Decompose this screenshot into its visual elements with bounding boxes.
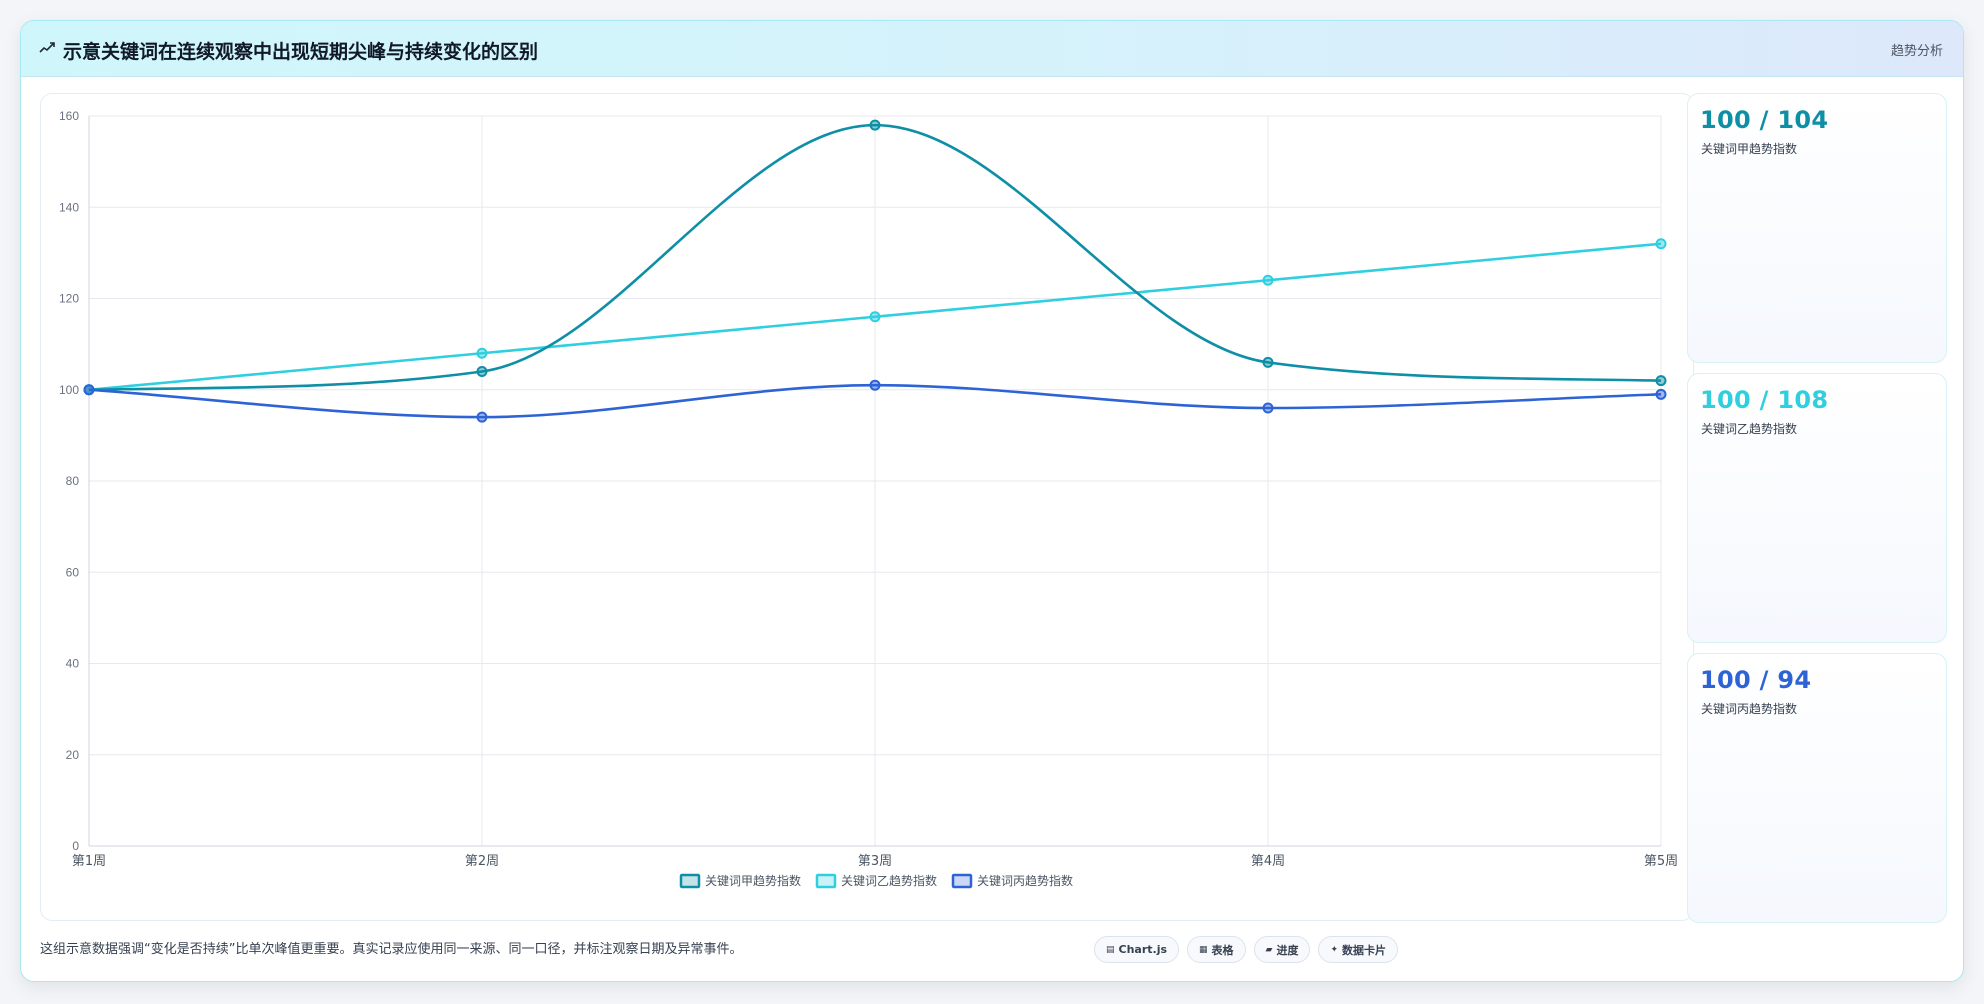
data-point [476, 366, 488, 377]
y-tick-label: 140 [59, 200, 79, 214]
stat-label: 关键词乙趋势指数 [1701, 422, 1798, 436]
y-tick-label: 80 [66, 474, 80, 488]
y-tick-label: 0 [72, 839, 79, 853]
data-point [1655, 238, 1667, 250]
x-tick-label: 第4周 [1251, 854, 1285, 869]
data-point [869, 119, 881, 131]
data-point [476, 411, 488, 423]
chart-icon: ▤ [1106, 944, 1115, 955]
chip-label: Chart.js [1118, 943, 1168, 956]
data-card-icon: ✦ [1330, 944, 1339, 955]
series-line [88, 123, 1662, 392]
chip-label: 进度 [1276, 943, 1299, 957]
page-title: 示意关键词在连续观察中出现短期尖峰与持续变化的区别 [63, 41, 539, 63]
legend-label: 关键词乙趋势指数 [841, 873, 937, 888]
data-point [1655, 375, 1667, 387]
category-tag: 趋势分析 [1890, 44, 1943, 59]
feature-chips: ▤ Chart.js ▦ 表格 ▰ 进度 ✦ 数据卡片 [1094, 936, 1399, 963]
legend-label: 关键词丙趋势指数 [977, 873, 1073, 888]
data-point [869, 311, 881, 323]
data-point [1262, 402, 1274, 414]
table-icon: ▦ [1199, 944, 1208, 955]
progress-icon: ▰ [1265, 944, 1273, 955]
y-tick-label: 120 [59, 292, 79, 306]
stat-value: 100 / 108 [1700, 386, 1829, 414]
data-point [476, 347, 488, 359]
y-tick-label: 40 [66, 657, 80, 671]
legend-swatch [815, 873, 837, 889]
series-line [88, 242, 1662, 392]
x-tick-label: 第1周 [72, 854, 106, 869]
chip-table[interactable]: ▦ 表格 [1187, 936, 1246, 963]
line-chart: 0 20 40 60 80 100 120 140 160 第1周 第2周 第3周 第4周 第5周关键词甲… [59, 109, 1678, 889]
x-tick-label: 第3周 [858, 854, 892, 869]
x-tick-label: 第5周 [1644, 854, 1678, 869]
trend-line-icon [39, 42, 55, 53]
y-tick-label: 60 [66, 565, 80, 579]
legend-swatch [951, 873, 973, 889]
trend-card: 示意关键词在连续观察中出现短期尖峰与持续变化的区别 趋势分析 0 20 40 60 80… [20, 20, 1964, 982]
stat-value: 100 / 94 [1700, 666, 1812, 694]
y-tick-label: 160 [59, 109, 79, 123]
stat-card-a: 100 / 104 关键词甲趋势指数 [1687, 93, 1947, 363]
y-tick-label: 20 [66, 748, 80, 762]
chip-label: 表格 [1211, 943, 1234, 957]
chip-data-card[interactable]: ✦ 数据卡片 [1318, 936, 1399, 963]
stat-card-b: 100 / 108 关键词乙趋势指数 [1687, 373, 1947, 643]
legend-swatch [679, 873, 701, 889]
footnote: 这组示意数据强调“变化是否持续”比单次峰值更重要。真实记录应使用同一来源、同一口… [40, 942, 743, 957]
chart-panel: 0 20 40 60 80 100 120 140 160 第1周 第2周 第3周 第4周 第5周关键词甲… [40, 93, 1694, 921]
data-point [1262, 274, 1274, 286]
stat-value: 100 / 104 [1700, 106, 1829, 134]
series-line [88, 383, 1662, 419]
stat-card-c: 100 / 94 关键词丙趋势指数 [1687, 653, 1947, 923]
data-point [869, 379, 881, 391]
stat-label: 关键词甲趋势指数 [1701, 142, 1798, 156]
x-tick-label: 第2周 [465, 854, 499, 869]
chip-label: 数据卡片 [1342, 943, 1387, 957]
card-header: 示意关键词在连续观察中出现短期尖峰与持续变化的区别 趋势分析 [21, 21, 1963, 77]
data-point [1262, 356, 1274, 368]
legend-label: 关键词甲趋势指数 [705, 873, 801, 888]
chip-progress[interactable]: ▰ 进度 [1253, 936, 1311, 963]
chip-chartjs[interactable]: ▤ Chart.js [1094, 936, 1180, 963]
data-point [1655, 388, 1667, 400]
data-point [83, 384, 95, 396]
stat-label: 关键词丙趋势指数 [1701, 702, 1798, 716]
y-tick-label: 100 [59, 383, 79, 397]
